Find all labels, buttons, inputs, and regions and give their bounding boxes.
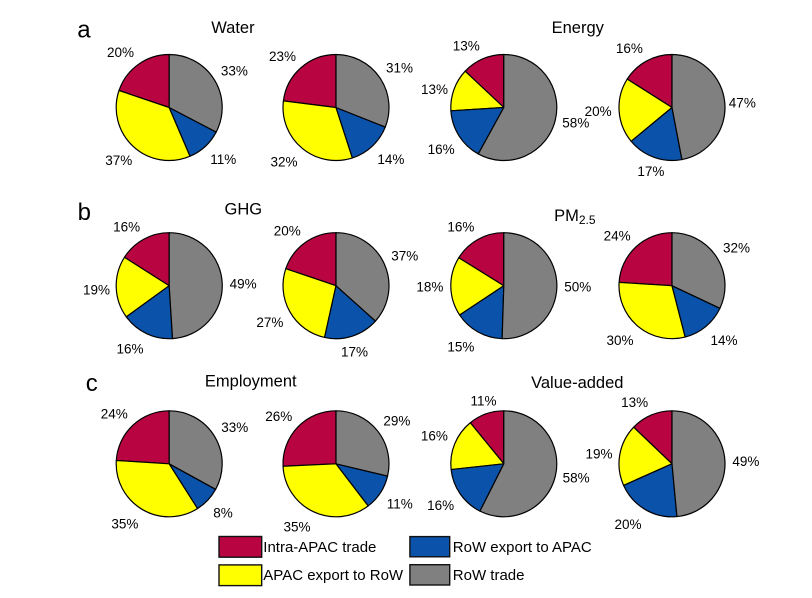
svg-text:20%: 20% <box>107 45 134 60</box>
svg-text:a: a <box>77 16 91 43</box>
svg-text:17%: 17% <box>637 164 664 179</box>
svg-text:13%: 13% <box>621 395 648 410</box>
svg-text:31%: 31% <box>386 61 413 76</box>
svg-text:b: b <box>78 199 91 226</box>
svg-text:50%: 50% <box>564 280 591 295</box>
svg-text:16%: 16% <box>427 498 454 513</box>
svg-text:APAC export to RoW: APAC export to RoW <box>263 567 404 584</box>
svg-text:14%: 14% <box>377 152 404 167</box>
svg-text:Employment: Employment <box>205 372 297 390</box>
svg-text:15%: 15% <box>447 339 474 354</box>
svg-text:32%: 32% <box>270 155 297 170</box>
svg-text:37%: 37% <box>105 153 132 168</box>
svg-text:23%: 23% <box>269 49 296 64</box>
svg-text:13%: 13% <box>421 82 448 97</box>
svg-text:58%: 58% <box>562 116 589 131</box>
svg-text:19%: 19% <box>83 283 110 298</box>
svg-text:47%: 47% <box>729 96 756 111</box>
svg-text:c: c <box>86 370 98 397</box>
svg-text:14%: 14% <box>711 333 738 348</box>
svg-text:29%: 29% <box>383 413 410 428</box>
svg-text:18%: 18% <box>416 280 443 295</box>
svg-text:11%: 11% <box>387 496 413 511</box>
svg-text:26%: 26% <box>265 409 292 424</box>
svg-text:19%: 19% <box>585 446 612 461</box>
svg-text:24%: 24% <box>101 407 128 422</box>
svg-text:16%: 16% <box>428 142 455 157</box>
svg-text:16%: 16% <box>116 341 143 356</box>
svg-text:20%: 20% <box>614 517 641 532</box>
svg-text:58%: 58% <box>563 471 590 486</box>
svg-text:Value-added: Value-added <box>531 374 623 392</box>
svg-text:Energy: Energy <box>552 19 605 37</box>
svg-text:32%: 32% <box>723 241 750 256</box>
svg-text:20%: 20% <box>585 104 612 119</box>
svg-text:33%: 33% <box>221 420 248 435</box>
svg-text:16%: 16% <box>113 219 140 234</box>
svg-text:49%: 49% <box>230 277 257 292</box>
svg-text:37%: 37% <box>391 248 418 263</box>
svg-text:16%: 16% <box>616 41 643 56</box>
svg-text:RoW trade: RoW trade <box>453 567 525 584</box>
svg-text:16%: 16% <box>421 428 448 443</box>
svg-text:17%: 17% <box>341 344 368 359</box>
svg-text:33%: 33% <box>221 63 248 78</box>
svg-text:13%: 13% <box>453 39 480 54</box>
svg-text:Water: Water <box>211 19 255 37</box>
svg-text:8%: 8% <box>213 505 233 520</box>
svg-text:16%: 16% <box>447 220 474 235</box>
svg-text:35%: 35% <box>283 520 310 535</box>
svg-text:RoW export to APAC: RoW export to APAC <box>453 539 592 556</box>
svg-text:11%: 11% <box>470 393 496 408</box>
svg-text:24%: 24% <box>604 229 631 244</box>
svg-text:Intra-APAC trade: Intra-APAC trade <box>263 539 376 556</box>
svg-text:49%: 49% <box>732 454 759 469</box>
svg-text:11%: 11% <box>210 152 236 167</box>
svg-text:35%: 35% <box>111 517 138 532</box>
svg-text:30%: 30% <box>606 333 633 348</box>
svg-text:20%: 20% <box>274 223 301 238</box>
svg-text:27%: 27% <box>256 315 283 330</box>
svg-text:GHG: GHG <box>225 201 263 219</box>
